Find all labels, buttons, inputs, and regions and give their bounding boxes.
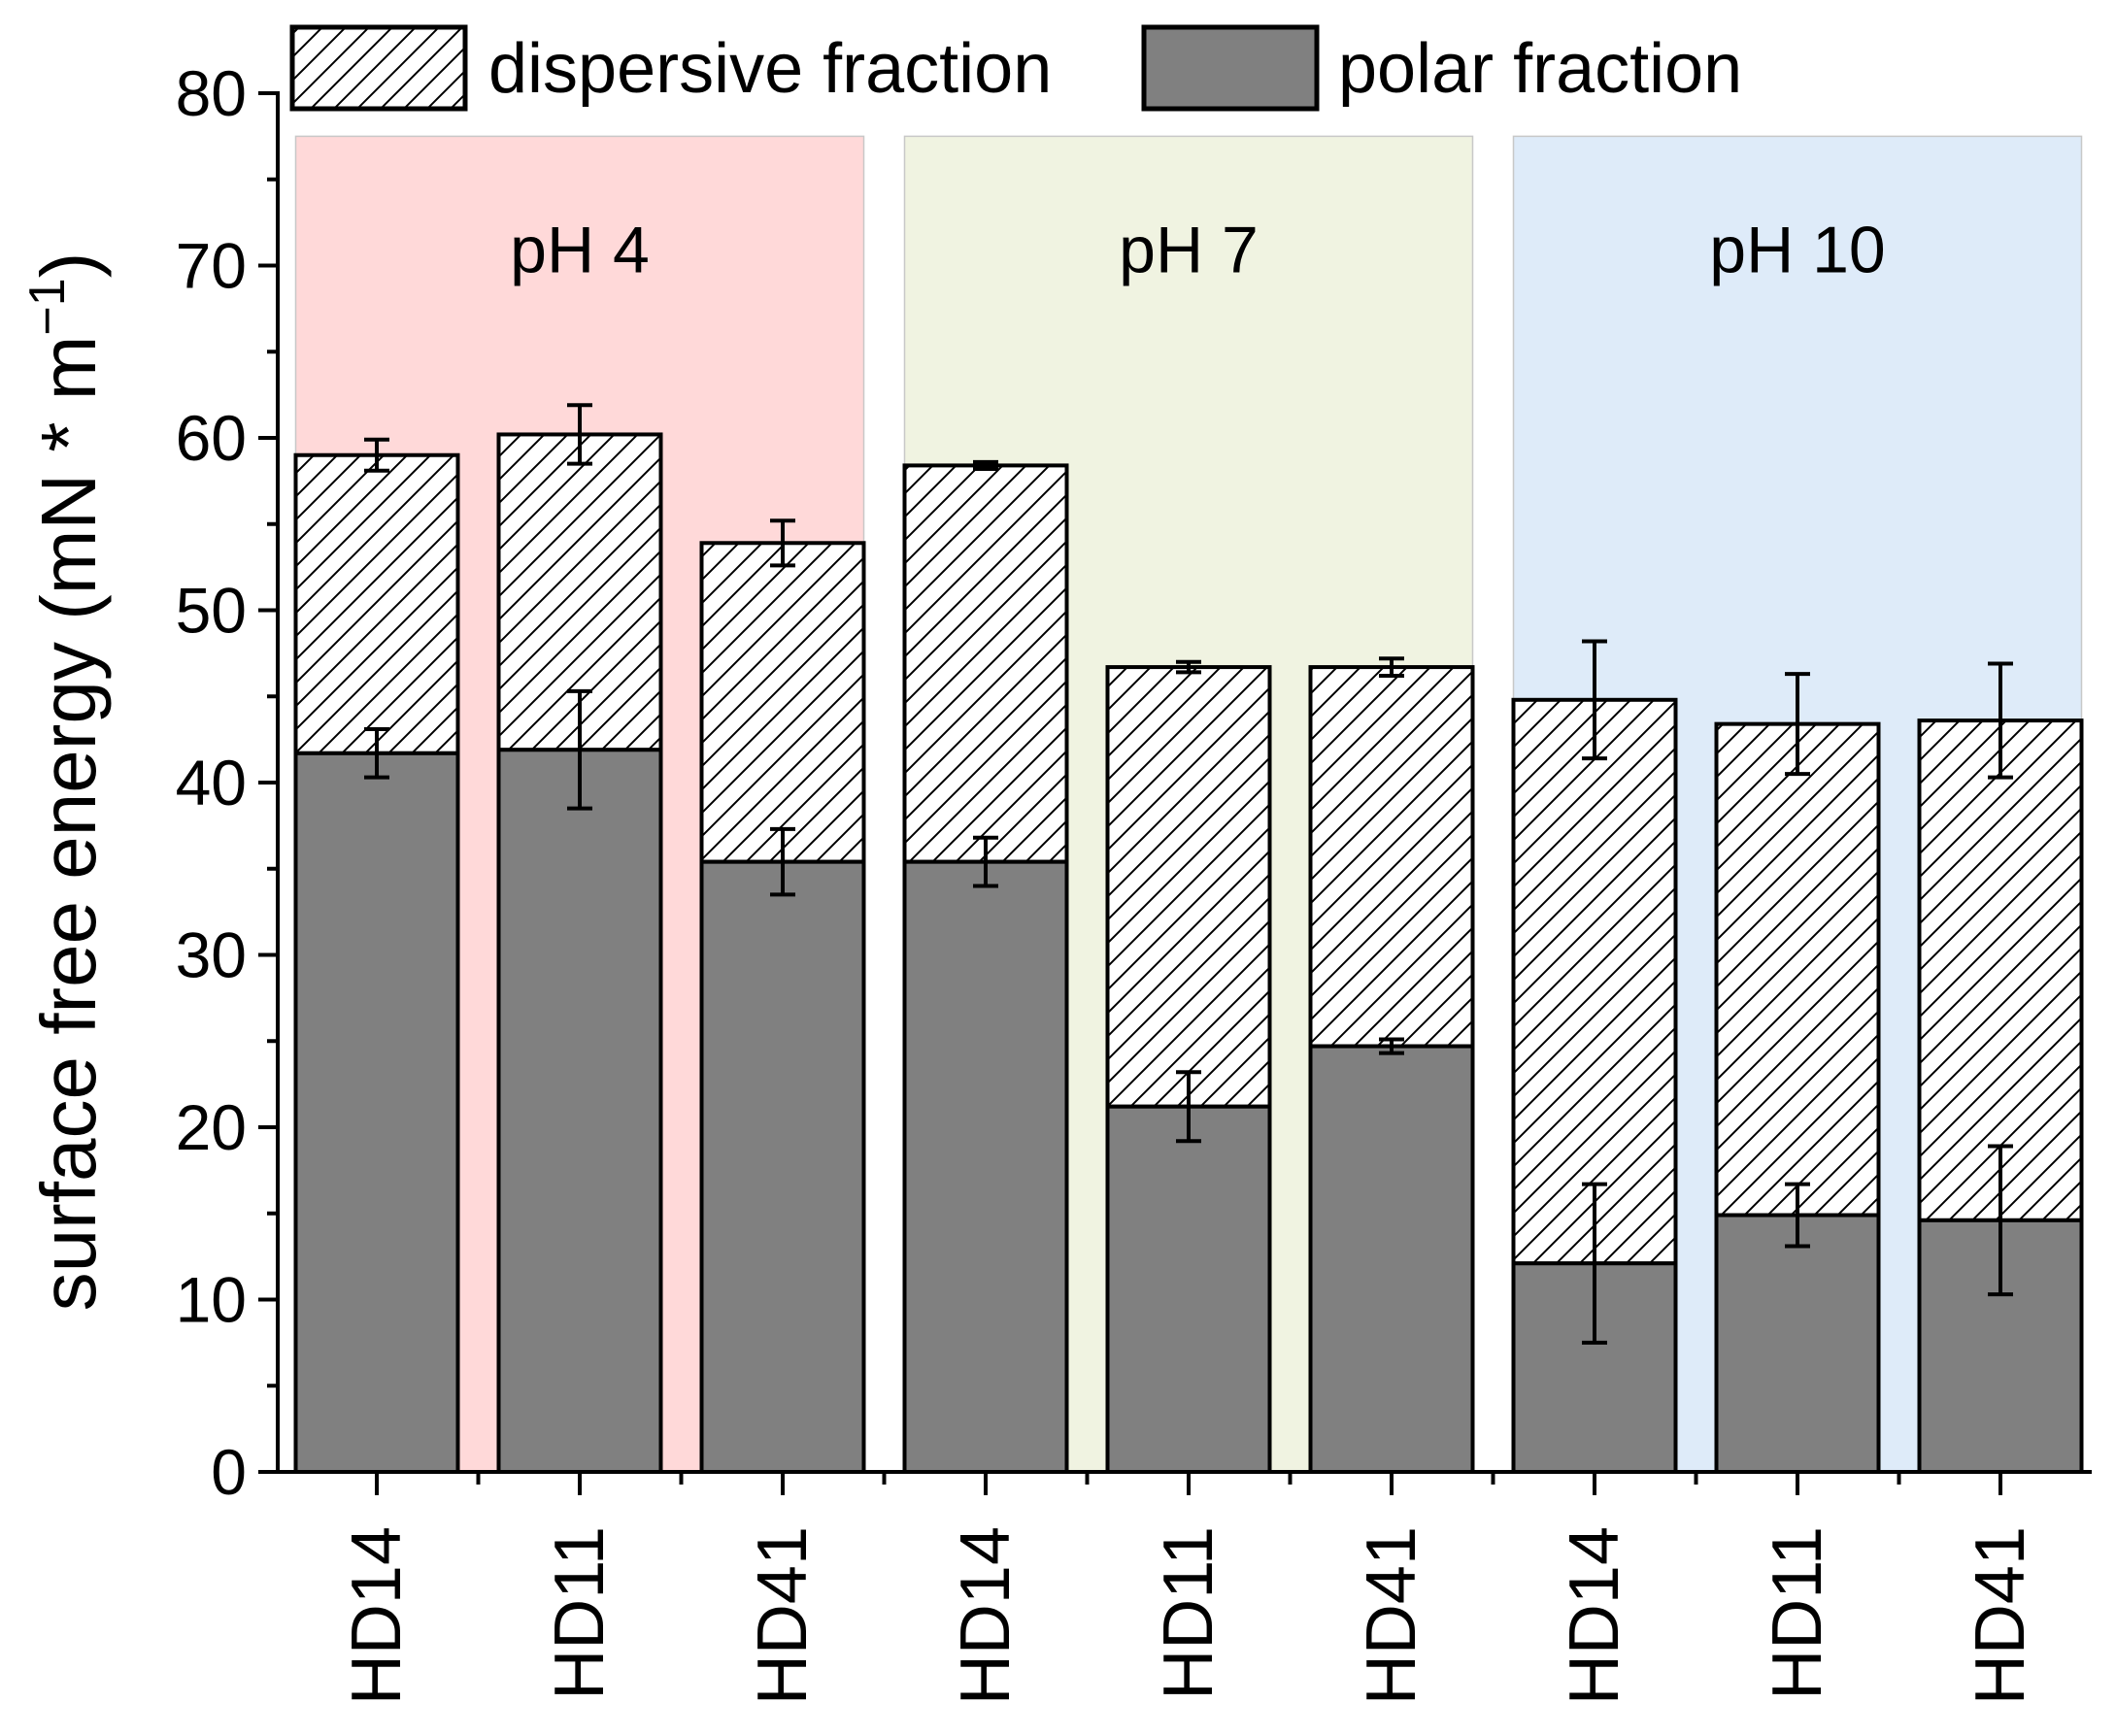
axes: 0 10 20 30 40 50 60 70 80 HD14 HD11 HD41 HD14 HD11 HD4…: [176, 57, 2092, 1705]
error-bar-polar-3: [770, 826, 795, 897]
error-bar-polar-2: [567, 688, 592, 811]
error-bar-total-9: [1988, 661, 2013, 780]
x-tick-label-5: HD11: [1150, 1526, 1227, 1700]
error-bar-polar-9: [1988, 1144, 2013, 1297]
error-bar-total-1: [364, 437, 389, 473]
error-bar-polar-4: [973, 835, 998, 888]
x-tick-label-3: HD41: [744, 1526, 822, 1705]
bar-polar-6: [1308, 1044, 1475, 1474]
error-bar-total-7: [1582, 639, 1607, 761]
error-bar-polar-6: [1379, 1037, 1404, 1055]
error-bar-total-3: [770, 518, 795, 568]
error-bar-total-4: [973, 459, 998, 471]
y-tick-label-0: 0: [211, 1436, 247, 1508]
y-tick-label-50: 50: [176, 575, 247, 647]
bar-dispersive-5: [1105, 665, 1272, 1109]
legend-label-2: polar fraction: [1338, 30, 1742, 108]
error-bar-polar-1: [364, 726, 389, 780]
bar-polar-1: [293, 751, 460, 1474]
x-tick-label-9: HD41: [1962, 1526, 2039, 1705]
bar-dispersive-6: [1308, 665, 1475, 1049]
y-tick-label-40: 40: [176, 747, 247, 818]
x-tick-label-1: HD14: [338, 1526, 416, 1705]
legend: dispersive fraction polar fraction: [289, 24, 1742, 112]
group-label-2: pH 7: [1119, 214, 1259, 287]
bar-polar-5: [1105, 1104, 1272, 1474]
bar-polar-2: [496, 748, 663, 1474]
bar-dispersive-8: [1714, 721, 1881, 1218]
bar-dispersive-7: [1511, 697, 1678, 1266]
error-bar-polar-5: [1176, 1070, 1201, 1144]
x-tick-label-4: HD14: [947, 1526, 1024, 1705]
bar-dispersive-1: [293, 452, 460, 755]
group-label-1: pH 4: [510, 214, 650, 287]
y-axis-title-superscript: −1: [19, 278, 76, 335]
legend-label-1: dispersive fraction: [488, 30, 1052, 108]
y-tick-label-20: 20: [176, 1091, 247, 1163]
error-bar-total-2: [567, 403, 592, 466]
bar-polar-4: [902, 859, 1069, 1474]
legend-swatch-2: [1141, 24, 1320, 112]
y-axis-title-close: ): [25, 252, 112, 279]
x-tick-label-2: HD11: [541, 1526, 619, 1700]
error-bar-total-8: [1785, 672, 1810, 777]
y-tick-label-80: 80: [176, 57, 247, 129]
group-label-3: pH 10: [1709, 214, 1885, 287]
error-bar-total-6: [1379, 656, 1404, 678]
y-tick-label-70: 70: [176, 230, 247, 302]
error-bar-polar-8: [1785, 1182, 1810, 1249]
legend-swatch-1: [289, 24, 468, 112]
bar-dispersive-3: [699, 541, 866, 864]
bar-polar-3: [699, 859, 866, 1474]
error-bar-total-5: [1176, 659, 1201, 675]
error-bar-polar-7: [1582, 1182, 1607, 1345]
y-axis-title-text: surface free energy (mN * m: [25, 336, 112, 1312]
x-tick-label-6: HD41: [1353, 1526, 1430, 1705]
error-bars: [364, 403, 2013, 1345]
y-tick-label-10: 10: [176, 1264, 247, 1336]
bars: [293, 432, 2084, 1475]
bar-dispersive-9: [1917, 718, 2084, 1222]
x-tick-label-8: HD11: [1759, 1526, 1836, 1700]
y-tick-label-30: 30: [176, 919, 247, 991]
y-axis-title: surface free energy (mN * m−1): [19, 252, 112, 1312]
x-tick-label-7: HD14: [1556, 1526, 1633, 1705]
bar-polar-8: [1714, 1213, 1881, 1475]
group-labels: pH 4 pH 7 pH 10: [510, 214, 1886, 287]
y-tick-label-60: 60: [176, 402, 247, 474]
bar-dispersive-4: [902, 463, 1069, 864]
